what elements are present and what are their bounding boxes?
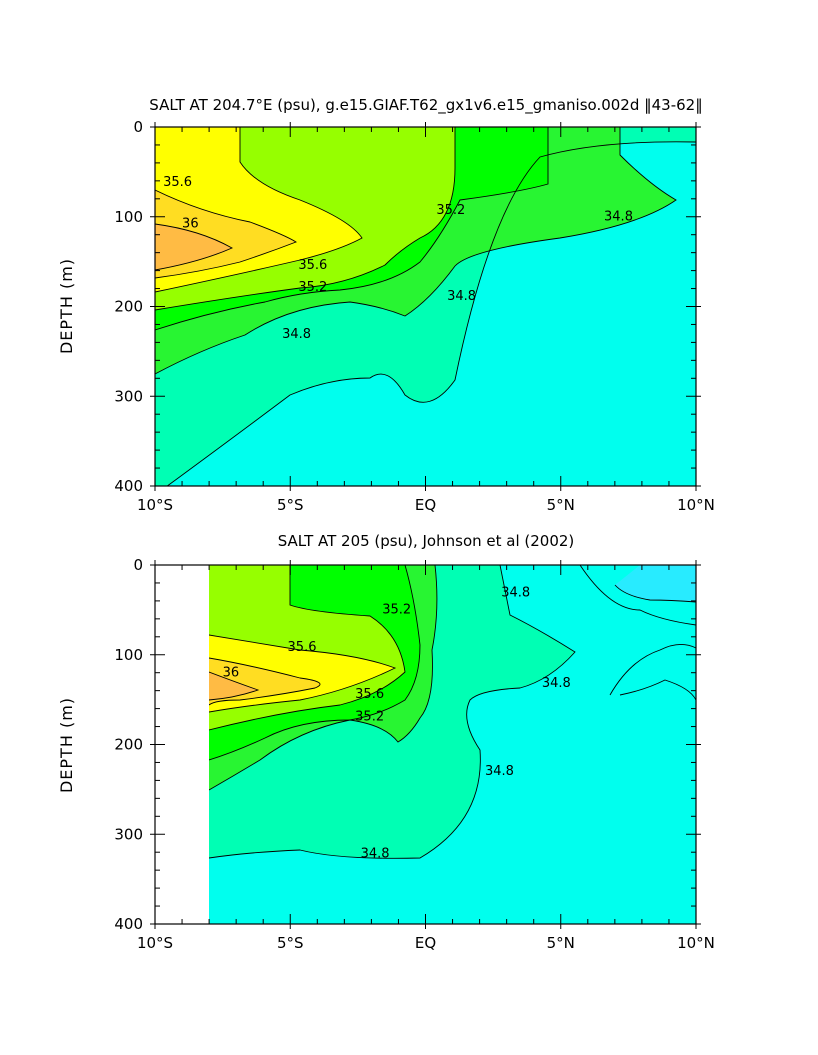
model-contour-35.4 [155, 127, 456, 311]
model-contour-36.0 [155, 223, 234, 271]
model-x-tick-label: 5°S [277, 496, 304, 514]
model-contour-label: 35.6 [298, 258, 327, 273]
model-axis-ticks: 10°S 5°S EQ 5°N 10°N 0 100 200 300 400 [114, 118, 715, 514]
observed-y-tick-label: 400 [114, 915, 143, 933]
model-x-tick-label: EQ [415, 496, 436, 514]
model-contour-35.2 [155, 127, 549, 331]
model-y-tick-label: 300 [114, 387, 143, 405]
observed-axis-ticks: 10°S 5°S EQ 5°N 10°N 0 100 200 300 400 [114, 556, 715, 952]
model-contour-label: 35.6 [163, 175, 192, 190]
observed-contour-lines [209, 565, 696, 859]
model-contour-label: 34.8 [604, 209, 633, 224]
model-panel-title: SALT AT 204.7°E (psu), g.e15.GIAF.T62_gx… [149, 96, 702, 115]
observed-contour-34.6-c [609, 644, 696, 696]
model-y-tick-label: 200 [114, 298, 143, 316]
observed-contour-35.0 [209, 565, 438, 791]
model-contour-fills [155, 127, 696, 486]
model-salinity-panel: SALT AT 204.7°E (psu), g.e15.GIAF.T62_gx… [57, 96, 715, 514]
observed-contour-34.6-a [614, 584, 696, 603]
model-contour-label: 35.2 [436, 203, 465, 218]
model-y-axis-label: DEPTH (m) [57, 258, 76, 354]
observed-contour-label: 34.8 [361, 847, 390, 862]
observed-contour-36.0 [209, 671, 260, 701]
observed-salinity-panel: SALT AT 205 (psu), Johnson et al (2002) [57, 532, 715, 952]
observed-x-tick-label: 5°N [547, 934, 575, 952]
observed-contour-label: 35.2 [382, 602, 411, 617]
observed-contour-fills [209, 565, 696, 924]
observed-contour-35.4 [209, 565, 406, 731]
observed-contour-label: 35.6 [355, 687, 384, 702]
model-contour-label: 34.8 [447, 289, 476, 304]
observed-contour-label: 36 [223, 665, 240, 680]
model-y-tick-label: 0 [133, 118, 143, 136]
observed-y-tick-label: 0 [133, 556, 143, 574]
model-x-tick-label: 10°S [137, 496, 173, 514]
model-contour-labels: 35.6 36 35.6 35.2 34.8 35.2 34.8 34.8 [163, 175, 633, 342]
model-contour-35.0 [155, 127, 677, 375]
model-contour-lines [155, 127, 696, 486]
model-y-tick-label: 100 [114, 208, 143, 226]
fill-above-36.0 [155, 224, 232, 270]
observed-contour-35.8 [209, 657, 321, 706]
observed-contour-label: 35.2 [355, 709, 384, 724]
model-contour-35.6 [155, 127, 363, 293]
observed-x-tick-label: EQ [415, 934, 436, 952]
model-contour-label: 34.8 [282, 327, 311, 342]
observed-contour-label: 34.8 [501, 585, 530, 600]
observed-contour-labels: 35.6 36 35.6 35.2 35.2 34.8 34.8 34.8 34.8 [223, 585, 571, 862]
observed-contour-35.2 [209, 565, 421, 761]
observed-x-tick-label: 10°N [677, 934, 715, 952]
model-x-tick-label: 10°N [677, 496, 715, 514]
observed-y-tick-label: 300 [114, 825, 143, 843]
observed-panel-title: SALT AT 205 (psu), Johnson et al (2002) [278, 532, 575, 550]
model-contour-label: 35.2 [298, 280, 327, 295]
observed-contour-35.6 [209, 634, 397, 713]
observed-contour-34.6-b [579, 565, 696, 626]
observed-y-axis-label: DEPTH (m) [57, 697, 76, 793]
observed-contour-label: 34.8 [485, 764, 514, 779]
observed-x-tick-label: 10°S [137, 934, 173, 952]
model-contour-label: 36 [182, 217, 199, 232]
fill-below-34.6 [615, 565, 696, 602]
model-y-tick-label: 400 [114, 477, 143, 495]
observed-y-tick-label: 100 [114, 646, 143, 664]
model-contour-35.8 [155, 189, 297, 279]
observed-contour-34.6-d [619, 679, 696, 701]
observed-contour-label: 35.6 [288, 640, 317, 655]
fill-above-36.0 [209, 672, 258, 700]
observed-contour-label: 34.8 [542, 676, 571, 691]
observed-y-tick-label: 200 [114, 736, 143, 754]
observed-contour-34.8-upper [209, 565, 576, 859]
model-x-tick-label: 5°N [547, 496, 575, 514]
observed-x-tick-label: 5°S [277, 934, 304, 952]
model-contour-34.8 [166, 141, 696, 486]
